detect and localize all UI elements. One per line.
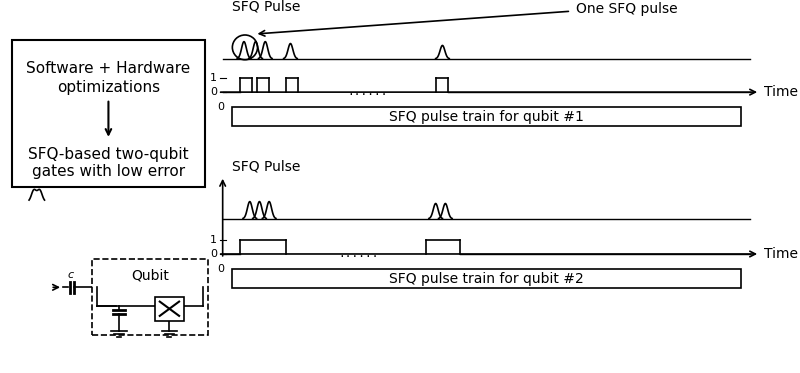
FancyBboxPatch shape — [232, 269, 741, 288]
Text: optimizations: optimizations — [57, 80, 160, 95]
Text: SFQ Pulse: SFQ Pulse — [232, 159, 301, 173]
Text: 0: 0 — [210, 249, 217, 259]
Text: SFQ pulse train for qubit #1: SFQ pulse train for qubit #1 — [389, 110, 584, 124]
Text: 0: 0 — [218, 101, 224, 112]
Text: gates with low error: gates with low error — [32, 164, 185, 179]
Text: SFQ Pulse: SFQ Pulse — [232, 0, 301, 13]
Text: 1: 1 — [210, 73, 217, 83]
Bar — [92, 259, 208, 335]
Text: c: c — [68, 270, 74, 280]
Bar — [12, 40, 206, 187]
Text: ......: ...... — [348, 87, 388, 97]
Text: SFQ-based two-qubit: SFQ-based two-qubit — [28, 147, 189, 162]
Text: Time: Time — [764, 85, 798, 99]
Text: One SFQ pulse: One SFQ pulse — [576, 2, 678, 16]
Text: Time: Time — [764, 247, 798, 261]
Bar — [155, 297, 184, 321]
Text: ......: ...... — [338, 249, 378, 259]
Text: 1: 1 — [210, 235, 217, 245]
Text: 0: 0 — [210, 87, 217, 97]
Text: SFQ pulse train for qubit #2: SFQ pulse train for qubit #2 — [389, 272, 584, 286]
Text: Software + Hardware: Software + Hardware — [26, 61, 190, 76]
FancyBboxPatch shape — [232, 107, 741, 126]
Text: 0: 0 — [218, 263, 224, 273]
Text: Qubit: Qubit — [131, 268, 169, 282]
